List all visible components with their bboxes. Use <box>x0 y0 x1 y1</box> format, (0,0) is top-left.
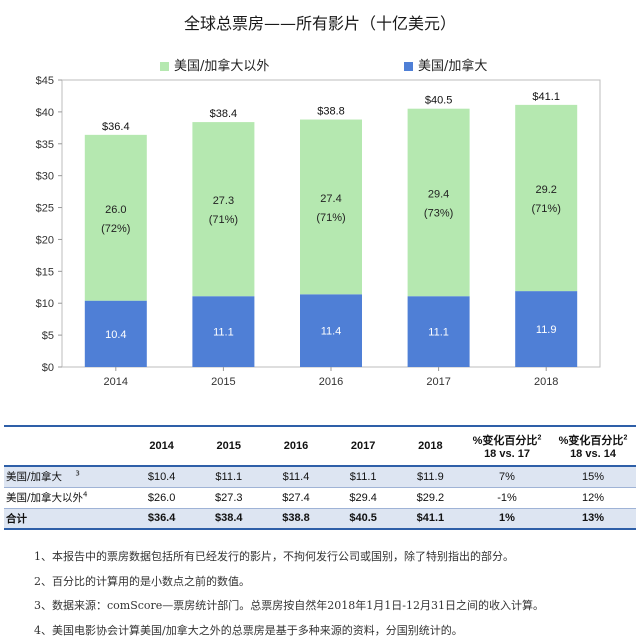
footnote-2: 2、百分比的计算用的是小数点之前的数值。 <box>34 570 544 595</box>
x-tick-label: 2015 <box>211 376 235 388</box>
table-header-2014: 2014 <box>128 426 195 466</box>
table-cell: 7% <box>464 466 550 487</box>
table-cell: $40.5 <box>330 508 397 529</box>
table-row-total: 合计 $36.4 $38.4 $38.8 $40.5 $41.1 1% 13% <box>4 508 636 529</box>
data-label-intl-pct: (73%) <box>424 207 453 219</box>
table-cell: 13% <box>550 508 636 529</box>
table-cell: 12% <box>550 487 636 508</box>
bar-intl <box>515 105 577 291</box>
table-cell: $29.4 <box>330 487 397 508</box>
y-tick-label: $15 <box>36 266 54 278</box>
table-cell: $41.1 <box>397 508 464 529</box>
table-cell: $27.3 <box>195 487 262 508</box>
y-tick-label: $45 <box>36 75 54 87</box>
data-label-intl-pct: (71%) <box>316 212 345 224</box>
data-label-us-canada: 11.4 <box>321 326 342 338</box>
table-cell: $10.4 <box>128 466 195 487</box>
y-tick-label: $0 <box>42 362 54 374</box>
table-cell: $36.4 <box>128 508 195 529</box>
table-cell: $26.0 <box>128 487 195 508</box>
bar-intl <box>300 120 362 295</box>
table-cell: -1% <box>464 487 550 508</box>
table-row-us-canada: 美国/加拿大 3 $10.4 $11.1 $11.4 $11.1 $11.9 7… <box>4 466 636 487</box>
x-tick-label: 2016 <box>319 376 343 388</box>
data-label-us-canada: 11.1 <box>428 327 449 339</box>
data-label-intl: 29.4 <box>428 188 449 200</box>
y-tick-label: $25 <box>36 203 54 215</box>
data-label-intl-pct: (71%) <box>209 214 238 226</box>
table-cell: $11.1 <box>195 466 262 487</box>
data-label-total: $40.5 <box>425 95 453 107</box>
y-tick-label: $20 <box>36 234 54 246</box>
data-label-total: $41.1 <box>532 91 560 103</box>
row-label: 美国/加拿大 3 <box>4 466 128 487</box>
table-header-2015: 2015 <box>195 426 262 466</box>
row-label: 合计 <box>4 508 128 529</box>
y-tick-label: $35 <box>36 139 54 151</box>
data-label-intl-pct: (71%) <box>532 203 561 215</box>
table-cell: $38.8 <box>262 508 329 529</box>
bar-intl <box>85 135 147 301</box>
y-tick-label: $10 <box>36 298 54 310</box>
footnote-3: 3、数据来源：comScore—票房统计部门。总票房按自然年2018年1月1日-… <box>34 594 544 619</box>
x-tick-label: 2018 <box>534 376 558 388</box>
y-tick-label: $30 <box>36 171 54 183</box>
footnote-4: 4、美国电影协会计算美国/加拿大之外的总票房是基于多种来源的资料，分国别统计的。 <box>34 619 544 643</box>
table-header-2018: 2018 <box>397 426 464 466</box>
data-label-us-canada: 10.4 <box>105 329 126 341</box>
bar-intl <box>408 109 470 297</box>
table-header-2017: 2017 <box>330 426 397 466</box>
table-cell: $11.1 <box>330 466 397 487</box>
table-row-intl: 美国/加拿大以外4 $26.0 $27.3 $27.4 $29.4 $29.2 … <box>4 487 636 508</box>
table-cell: $11.9 <box>397 466 464 487</box>
stacked-bar-chart: $0 $5 $10 $15 $20 $25 $30 $35 $40 $45 2014 10.4 26.0… <box>0 70 640 395</box>
table-header-empty <box>4 426 128 466</box>
table-cell: $27.4 <box>262 487 329 508</box>
data-label-intl: 27.4 <box>320 193 341 205</box>
x-tick-label: 2014 <box>104 376 128 388</box>
table-header-2016: 2016 <box>262 426 329 466</box>
data-label-total: $36.4 <box>102 121 130 133</box>
footnotes: 1、本报告中的票房数据包括所有已经发行的影片，不拘何发行公司或国别，除了特别指出… <box>34 545 544 643</box>
data-label-intl: 27.3 <box>213 195 234 207</box>
data-label-us-canada: 11.9 <box>536 324 557 336</box>
data-label-intl: 29.2 <box>535 184 556 196</box>
footnote-1: 1、本报告中的票房数据包括所有已经发行的影片，不拘何发行公司或国别，除了特别指出… <box>34 545 544 570</box>
data-label-intl: 26.0 <box>105 204 126 216</box>
table-cell: $29.2 <box>397 487 464 508</box>
data-label-intl-pct: (72%) <box>101 223 130 235</box>
table-cell: 15% <box>550 466 636 487</box>
table-cell: $11.4 <box>262 466 329 487</box>
row-label: 美国/加拿大以外4 <box>4 487 128 508</box>
data-label-total: $38.4 <box>210 108 238 120</box>
chart-title: 全球总票房——所有影片（十亿美元） <box>0 10 640 34</box>
y-tick-label: $40 <box>36 107 54 119</box>
y-tick-label: $5 <box>42 330 54 342</box>
table-cell: $38.4 <box>195 508 262 529</box>
table-cell: 1% <box>464 508 550 529</box>
data-label-total: $38.8 <box>317 106 345 118</box>
data-label-us-canada: 11.1 <box>213 327 234 339</box>
bar-intl <box>192 122 254 296</box>
x-tick-label: 2017 <box>426 376 450 388</box>
